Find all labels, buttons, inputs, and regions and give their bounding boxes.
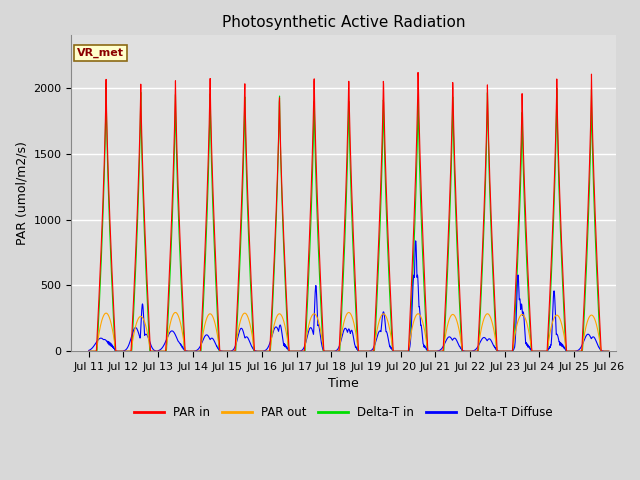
X-axis label: Time: Time <box>328 377 359 390</box>
Text: VR_met: VR_met <box>77 48 124 58</box>
Legend: PAR in, PAR out, Delta-T in, Delta-T Diffuse: PAR in, PAR out, Delta-T in, Delta-T Dif… <box>130 401 557 424</box>
Title: Photosynthetic Active Radiation: Photosynthetic Active Radiation <box>222 15 465 30</box>
Y-axis label: PAR (umol/m2/s): PAR (umol/m2/s) <box>15 142 28 245</box>
